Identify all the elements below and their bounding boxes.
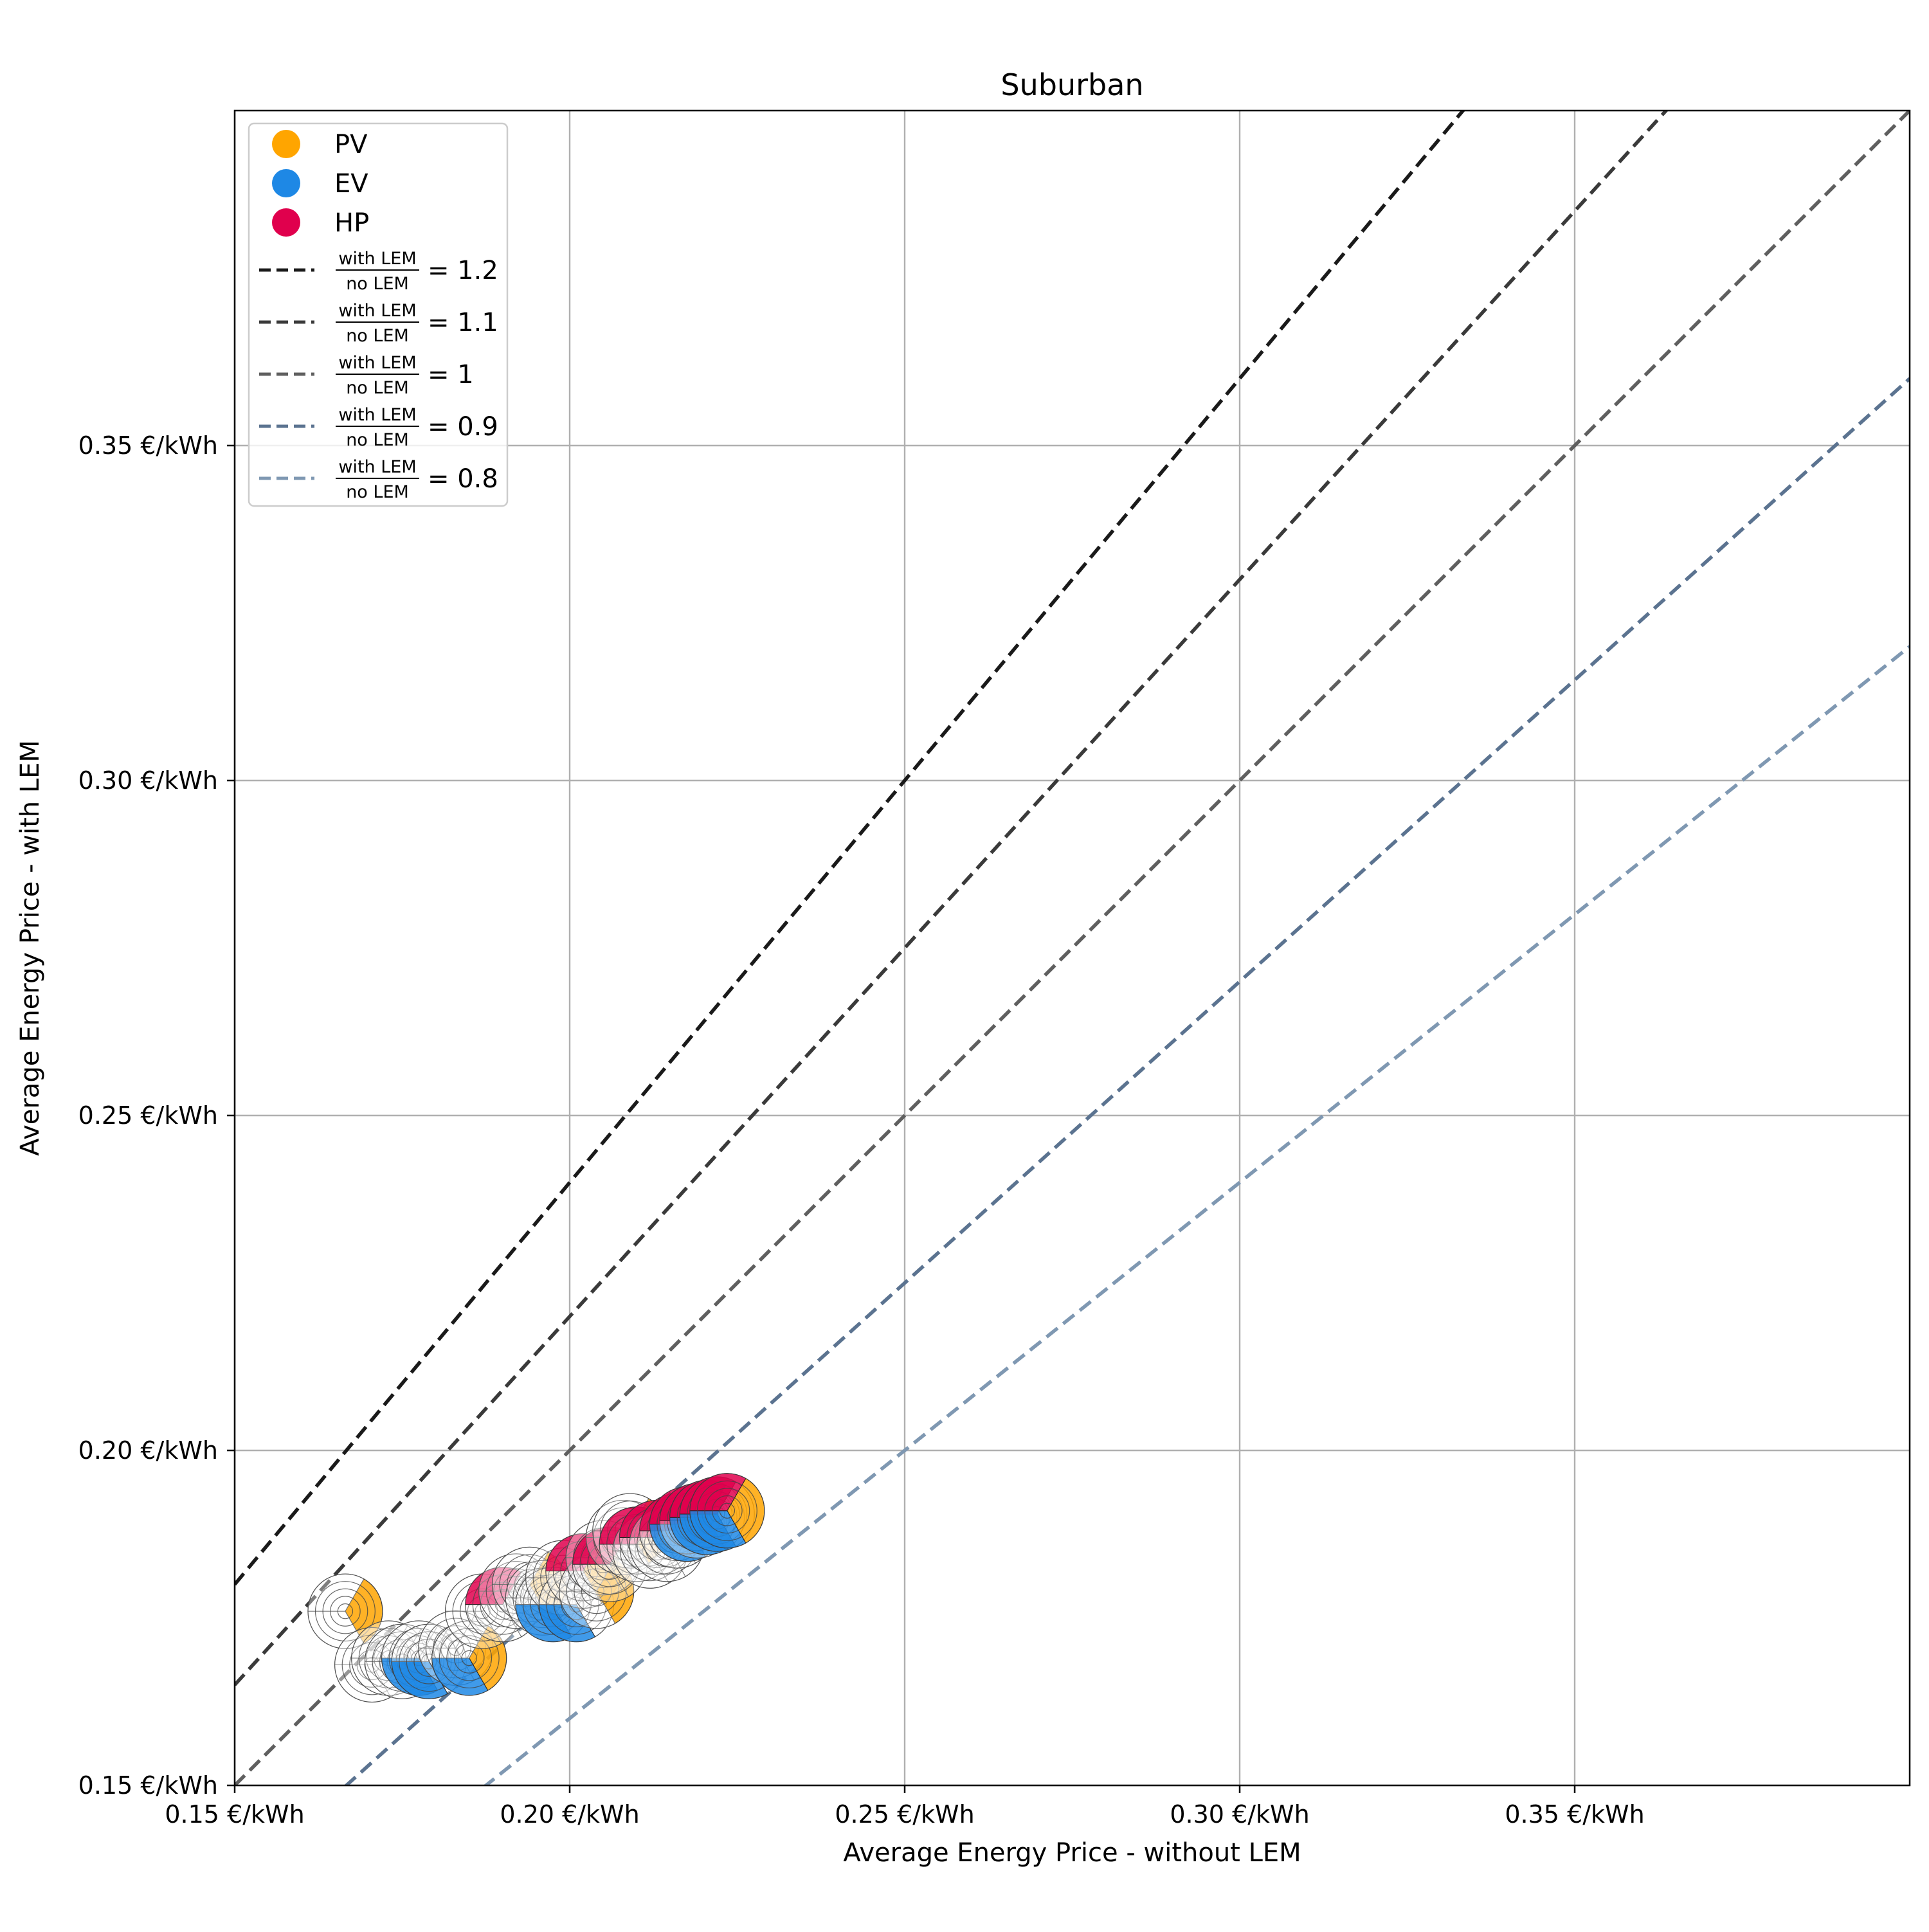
chart-title: Suburban	[1001, 68, 1143, 102]
y-axis-title: Average Energy Price - with LEM	[15, 740, 45, 1156]
marker-ring	[522, 1574, 583, 1635]
legend-ratio-value: = 0.9	[428, 412, 498, 442]
legend-marker-ev	[272, 169, 300, 197]
marker-ring	[439, 1628, 500, 1689]
marker-ring	[588, 1583, 604, 1600]
reference-line-1-1	[235, 111, 1669, 1686]
legend-box	[248, 122, 509, 507]
legend-denominator: no LEM	[346, 430, 409, 450]
legend-denominator: no LEM	[346, 482, 409, 502]
marker-ring	[322, 1588, 368, 1634]
y-tick-label: 0.15 €/kWh	[78, 1771, 218, 1800]
marker-ring	[453, 1643, 485, 1674]
legend-ratio-value: = 0.8	[428, 464, 498, 494]
marker-ring	[364, 1657, 380, 1673]
legend-denominator: no LEM	[346, 274, 409, 294]
data-point	[538, 1567, 615, 1643]
legend-label-pv: PV	[334, 130, 368, 159]
legend-denominator: no LEM	[346, 326, 409, 346]
marker-ring	[696, 1480, 757, 1541]
marker-ring	[461, 1650, 477, 1666]
reference-line-0-8	[483, 645, 1910, 1785]
marker-ring	[689, 1473, 765, 1549]
marker-ring	[337, 1603, 354, 1620]
y-axis-ticks: 0.15 €/kWh 0.20 €/kWh 0.25 €/kWh 0.30 €/kWh…	[78, 431, 235, 1800]
legend-marker-pv	[272, 130, 300, 158]
legend-marker-hp	[272, 208, 300, 237]
legend-denominator: no LEM	[346, 378, 409, 398]
marker-ring	[581, 1576, 612, 1607]
legend-ratio-value: = 1	[428, 360, 474, 390]
marker-ring	[704, 1488, 750, 1534]
x-tick-label: 0.30 €/kWh	[1170, 1800, 1309, 1828]
y-tick-label: 0.20 €/kWh	[78, 1436, 218, 1465]
reference-line-0-9	[343, 377, 1910, 1785]
data-markers	[307, 1473, 765, 1703]
legend-numerator: with LEM	[338, 353, 416, 373]
legend-numerator: with LEM	[338, 457, 416, 477]
legend-ratio-value: = 1.2	[428, 256, 498, 285]
marker-ring	[594, 1549, 626, 1580]
legend-label-hp: HP	[334, 208, 369, 238]
x-axis-ticks: 0.15 €/kWh 0.20 €/kWh 0.25 €/kWh 0.30 €/kWh…	[165, 1785, 1645, 1828]
y-tick-label: 0.35 €/kWh	[78, 431, 218, 460]
data-point	[431, 1620, 507, 1696]
reference-line-1-2	[235, 111, 1465, 1586]
marker-ring	[568, 1596, 584, 1612]
reference-line-1	[235, 111, 1910, 1785]
y-tick-label: 0.30 €/kWh	[78, 766, 218, 795]
marker-ring	[712, 1495, 743, 1526]
legend-numerator: with LEM	[338, 249, 416, 269]
marker-ring	[446, 1635, 493, 1681]
legend: PV EV HP with LEM no LEM = 1.2 with LEM no LEM =…	[248, 122, 509, 507]
marker-ring	[514, 1569, 545, 1600]
marker-ring	[719, 1503, 736, 1519]
marker-ring	[330, 1596, 361, 1627]
plot-frame	[233, 109, 1911, 1787]
legend-ratio-value: = 1.1	[428, 308, 498, 338]
x-tick-label: 0.20 €/kWh	[500, 1800, 639, 1828]
legend-numerator: with LEM	[338, 405, 416, 425]
y-tick-label: 0.25 €/kWh	[78, 1101, 218, 1130]
x-tick-label: 0.15 €/kWh	[165, 1800, 304, 1828]
x-tick-label: 0.35 €/kWh	[1505, 1800, 1644, 1828]
reference-lines	[235, 111, 1910, 1785]
data-point	[689, 1473, 765, 1549]
marker-ring	[314, 1581, 376, 1642]
legend-numerator: with LEM	[338, 301, 416, 321]
marker-ring	[307, 1573, 383, 1649]
x-axis-title: Average Energy Price - without LEM	[843, 1838, 1301, 1868]
legend-label-ev: EV	[334, 169, 368, 199]
x-tick-label: 0.25 €/kWh	[835, 1800, 974, 1828]
